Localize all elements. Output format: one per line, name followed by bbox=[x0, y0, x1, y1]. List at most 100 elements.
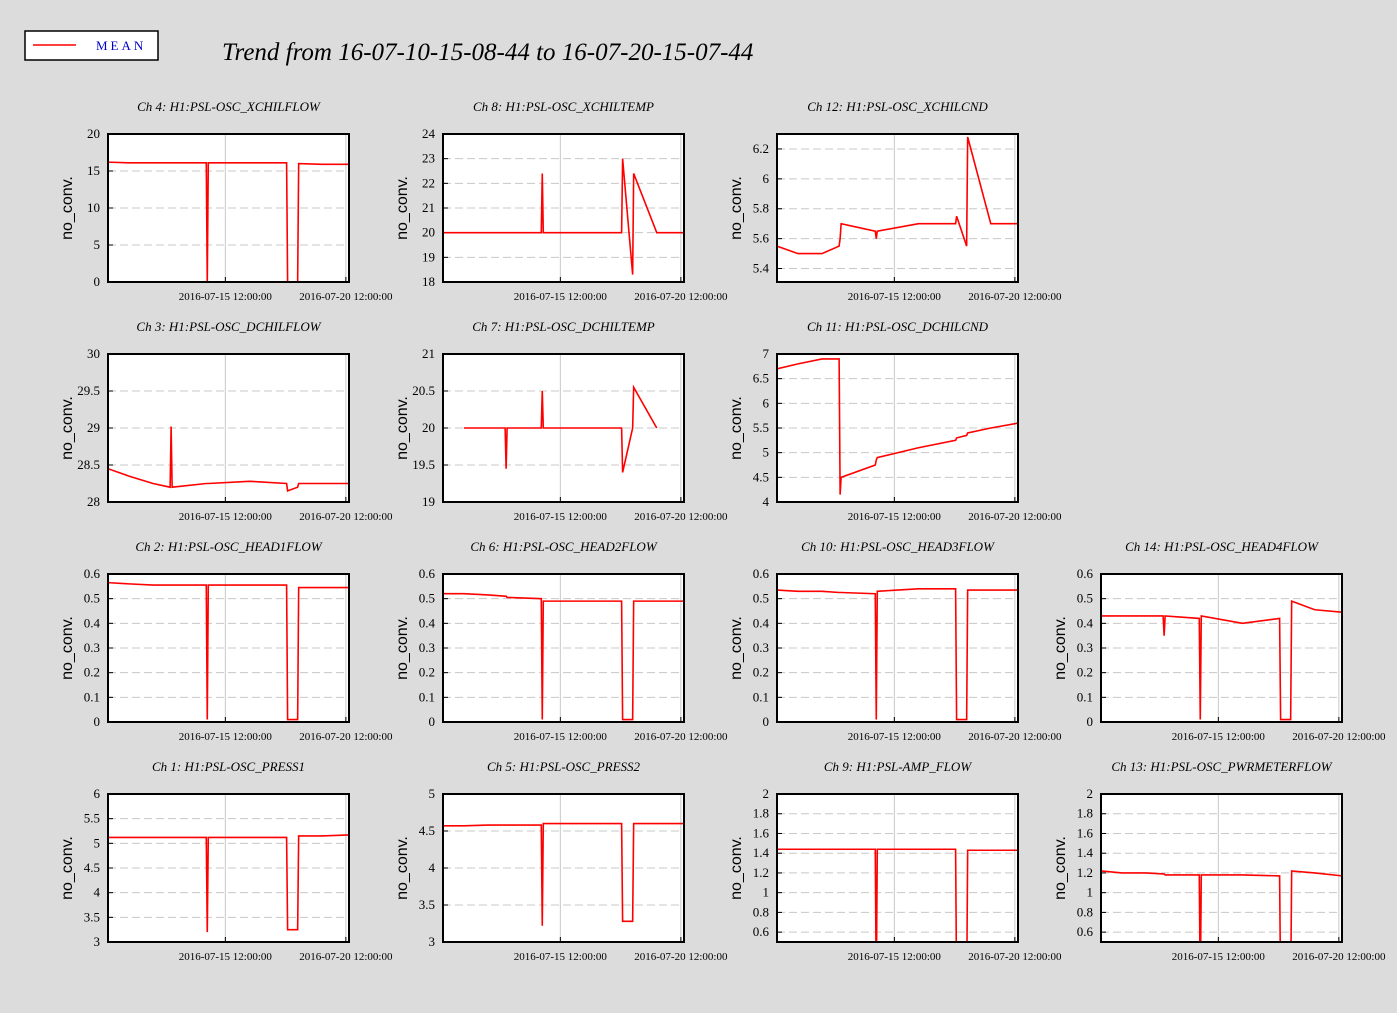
plot-area bbox=[1101, 794, 1342, 942]
x-tick-label: 2016-07-15 12:00:00 bbox=[1172, 731, 1266, 743]
y-tick-label: 0.2 bbox=[419, 665, 435, 680]
y-axis-label: no_conv. bbox=[728, 176, 745, 240]
y-tick-label: 0.6 bbox=[1077, 566, 1094, 581]
x-tick-label: 2016-07-15 12:00:00 bbox=[179, 511, 273, 523]
y-tick-label: 3.5 bbox=[419, 897, 435, 912]
y-tick-label: 0 bbox=[763, 714, 770, 729]
x-tick-label: 2016-07-15 12:00:00 bbox=[514, 291, 608, 303]
y-tick-label: 20 bbox=[422, 420, 435, 435]
y-tick-label: 0.6 bbox=[1077, 924, 1094, 939]
mean-line bbox=[108, 161, 349, 282]
mean-line bbox=[108, 834, 349, 933]
chart-title: Ch 14: H1:PSL-OSC_HEAD4FLOW bbox=[1125, 539, 1319, 554]
legend-label: MEAN bbox=[96, 38, 146, 53]
plot-frame bbox=[1100, 793, 1343, 943]
plot-frame bbox=[776, 573, 1019, 723]
x-tick-label: 2016-07-20 12:00:00 bbox=[1292, 951, 1386, 963]
x-tick-label: 2016-07-15 12:00:00 bbox=[179, 951, 273, 963]
mean-line bbox=[108, 426, 349, 492]
mean-line bbox=[1101, 599, 1342, 721]
mean-line bbox=[777, 848, 1018, 942]
mean-line bbox=[777, 588, 1018, 721]
mean-line bbox=[463, 384, 658, 473]
y-axis-label: no_conv. bbox=[1052, 616, 1069, 680]
y-tick-label: 2 bbox=[1087, 786, 1094, 801]
y-tick-label: 0.2 bbox=[84, 665, 100, 680]
y-axis-label: no_conv. bbox=[59, 176, 76, 240]
y-tick-label: 20.5 bbox=[412, 383, 435, 398]
y-tick-label: 29 bbox=[87, 420, 100, 435]
plot-frame bbox=[1100, 573, 1343, 723]
y-tick-label: 5.6 bbox=[753, 231, 770, 246]
y-tick-label: 0.8 bbox=[753, 904, 769, 919]
y-tick-label: 6 bbox=[763, 395, 770, 410]
y-axis-label: no_conv. bbox=[394, 396, 411, 460]
x-tick-label: 2016-07-15 12:00:00 bbox=[848, 511, 942, 523]
y-axis-label: no_conv. bbox=[394, 616, 411, 680]
y-tick-label: 0.3 bbox=[419, 640, 435, 655]
plot-frame bbox=[442, 793, 685, 943]
y-axis-label: no_conv. bbox=[394, 836, 411, 900]
y-tick-label: 0.6 bbox=[753, 924, 770, 939]
y-tick-label: 0.6 bbox=[84, 566, 101, 581]
plot-frame bbox=[107, 133, 350, 283]
y-tick-label: 19 bbox=[422, 249, 435, 264]
y-axis-label: no_conv. bbox=[59, 836, 76, 900]
y-tick-label: 5 bbox=[94, 835, 101, 850]
y-tick-label: 4 bbox=[429, 860, 436, 875]
y-tick-label: 4.5 bbox=[753, 469, 769, 484]
mean-line bbox=[108, 581, 349, 721]
page-title: Trend from 16-07-10-15-08-44 to 16-07-20… bbox=[222, 39, 753, 66]
y-tick-label: 15 bbox=[87, 163, 100, 178]
y-tick-label: 0.8 bbox=[1077, 904, 1093, 919]
x-tick-label: 2016-07-15 12:00:00 bbox=[514, 731, 608, 743]
y-tick-label: 1.4 bbox=[753, 845, 770, 860]
y-tick-label: 0.5 bbox=[419, 591, 435, 606]
y-tick-label: 5.4 bbox=[753, 261, 770, 276]
y-tick-label: 1.8 bbox=[1077, 806, 1093, 821]
y-tick-label: 0.1 bbox=[84, 689, 100, 704]
y-tick-label: 0.4 bbox=[84, 615, 101, 630]
y-tick-label: 1.4 bbox=[1077, 845, 1094, 860]
y-axis-label: no_conv. bbox=[394, 176, 411, 240]
x-tick-label: 2016-07-15 12:00:00 bbox=[848, 731, 942, 743]
y-tick-label: 0.6 bbox=[419, 566, 436, 581]
y-axis-label: no_conv. bbox=[728, 836, 745, 900]
y-tick-label: 10 bbox=[87, 200, 100, 215]
y-tick-label: 0.5 bbox=[1077, 591, 1093, 606]
y-tick-label: 5.8 bbox=[753, 201, 769, 216]
x-tick-label: 2016-07-20 12:00:00 bbox=[634, 951, 728, 963]
y-tick-label: 7 bbox=[763, 346, 770, 361]
chart-title: Ch 10: H1:PSL-OSC_HEAD3FLOW bbox=[801, 539, 995, 554]
x-tick-label: 2016-07-20 12:00:00 bbox=[968, 291, 1062, 303]
y-tick-label: 0.2 bbox=[753, 665, 769, 680]
plot-frame bbox=[442, 133, 685, 283]
y-tick-label: 0.5 bbox=[753, 591, 769, 606]
plot-frame bbox=[107, 573, 350, 723]
x-tick-label: 2016-07-20 12:00:00 bbox=[299, 511, 393, 523]
x-tick-label: 2016-07-20 12:00:00 bbox=[968, 951, 1062, 963]
y-tick-label: 6.2 bbox=[753, 141, 769, 156]
y-tick-label: 28.5 bbox=[77, 457, 100, 472]
y-tick-label: 3.5 bbox=[84, 909, 100, 924]
plot-frame bbox=[776, 353, 1019, 503]
chart-title: Ch 2: H1:PSL-OSC_HEAD1FLOW bbox=[135, 539, 322, 554]
y-tick-label: 0.3 bbox=[84, 640, 100, 655]
x-tick-label: 2016-07-15 12:00:00 bbox=[514, 511, 608, 523]
y-tick-label: 0 bbox=[94, 274, 101, 289]
y-tick-label: 29.5 bbox=[77, 383, 100, 398]
y-tick-label: 0.3 bbox=[753, 640, 769, 655]
y-axis-label: no_conv. bbox=[1052, 836, 1069, 900]
chart-title: Ch 4: H1:PSL-OSC_XCHILFLOW bbox=[137, 99, 321, 114]
y-axis-label: no_conv. bbox=[59, 616, 76, 680]
x-tick-label: 2016-07-20 12:00:00 bbox=[634, 291, 728, 303]
x-tick-label: 2016-07-20 12:00:00 bbox=[634, 731, 728, 743]
y-tick-label: 0.3 bbox=[1077, 640, 1093, 655]
y-tick-label: 0.2 bbox=[1077, 665, 1093, 680]
mean-line bbox=[443, 592, 684, 721]
plot-frame bbox=[442, 353, 685, 503]
mean-line bbox=[443, 158, 684, 275]
x-tick-label: 2016-07-20 12:00:00 bbox=[299, 291, 393, 303]
